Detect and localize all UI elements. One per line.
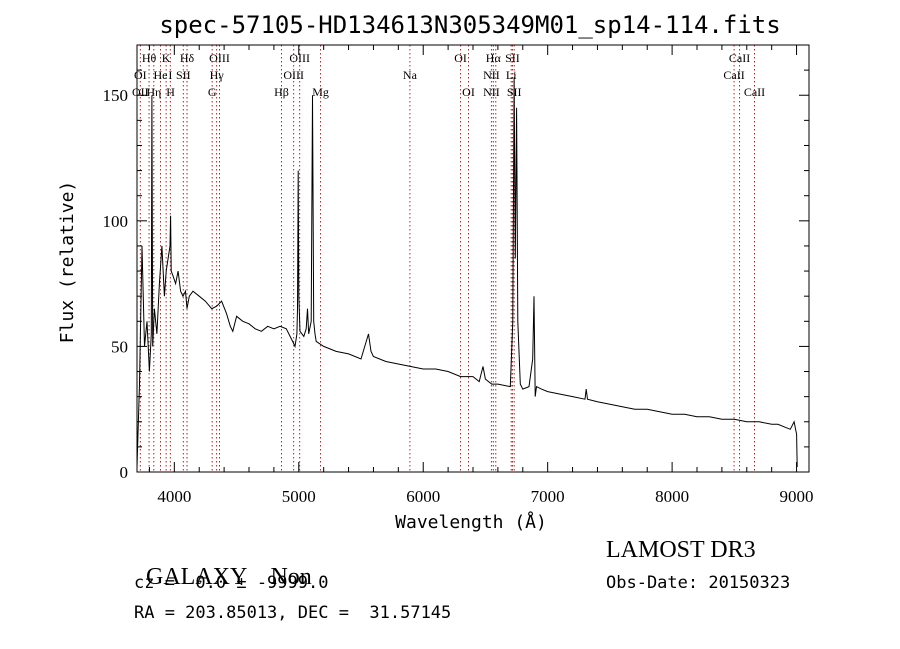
line-label-21: NII [483,85,500,99]
line-label-10: G [208,85,217,99]
object-subclass: Non [270,564,312,590]
plot-frame [136,44,810,473]
line-label-28: CaII [744,85,765,99]
y-axis: 0 50 100 150 [103,44,809,482]
y-tick-label: 50 [111,337,128,356]
line-label-15: OIII [289,51,310,65]
survey-label: LAMOST DR3 [606,537,756,563]
line-markers [139,45,755,472]
x-axis-label: Wavelength (Å) [395,511,547,533]
class-label: GALAXY Non [134,537,312,591]
line-labels: OIIOIHθHηHeKIHSIIHδGHγOIIIHβOIIIOIIIMgNa… [132,51,765,99]
line-label-17: Na [403,68,418,82]
obs-date-label: Obs-Date: 20150323 [606,573,791,593]
line-label-4: He [154,68,168,82]
y-axis-label: Flux (relative) [57,181,78,344]
redshift-label: cz = 0.0 ± -9999.0 [134,573,329,593]
x-tick-label: 5000 [282,487,316,506]
y-tick-label: 0 [120,463,129,482]
line-label-8: SII [176,68,191,82]
x-tick-label: 8000 [655,487,689,506]
line-label-26: CaII [723,68,744,82]
x-tick-label: 7000 [531,487,565,506]
line-label-14: OIII [283,68,304,82]
line-label-19: OI [462,85,475,99]
line-label-16: Mg [312,85,329,99]
line-label-13: Hβ [274,85,289,99]
x-tick-label: 6000 [406,487,440,506]
line-label-3: Hη [146,85,161,99]
line-label-27: CaII [729,51,750,65]
coords-label: RA = 203.85013, DEC = 31.57145 [134,603,452,623]
object-class: GALAXY [146,564,247,590]
line-label-20: NII [483,68,500,82]
line-label-9: Hδ [180,51,195,65]
line-label-22: Hα [486,51,502,65]
line-label-23: SII [505,51,520,65]
line-label-12: OIII [209,51,230,65]
line-label-7: H [166,85,175,99]
spectrum-line [136,77,798,468]
x-tick-label: 4000 [157,487,191,506]
line-label-5: K [162,51,171,65]
line-label-6: I [168,68,172,82]
chart-title: spec-57105-HD134613N305349M01_sp14-114.f… [159,11,780,39]
y-tick-label: 150 [103,86,129,105]
spectrum-series [136,77,798,468]
line-label-2: Hθ [142,51,157,65]
line-label-18: OI [454,51,467,65]
line-label-11: Hγ [210,68,225,82]
line-label-24: Li [506,68,517,82]
y-tick-label: 100 [103,212,129,231]
x-tick-label: 9000 [780,487,814,506]
x-axis: 4000 5000 6000 7000 8000 9000 [148,45,814,506]
